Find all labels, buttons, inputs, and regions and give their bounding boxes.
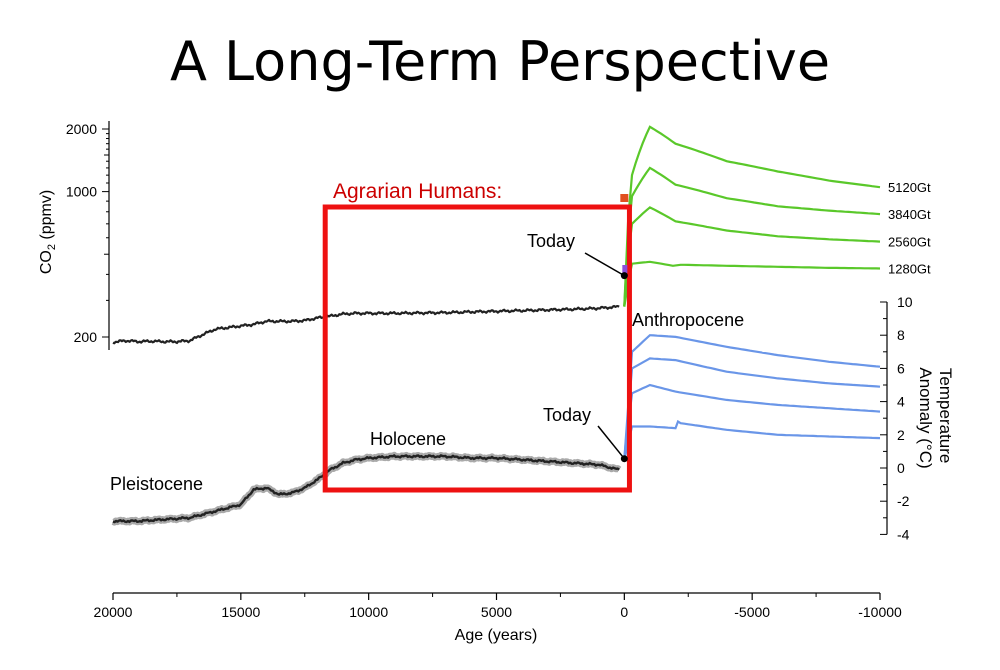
annotations: [322, 194, 632, 493]
x-tick-label: 15000: [221, 604, 260, 620]
co2-scenario-line: [623, 260, 881, 307]
highlight-label: Agrarian Humans:: [333, 180, 502, 203]
co2-axis-label: CO2 (ppmv): [38, 190, 58, 274]
temp-tick-label: 2: [897, 427, 905, 443]
temp-scenario-line: [623, 419, 881, 460]
co2-scenario-label: 5120Gt: [888, 180, 931, 195]
temp-axis-label: Temperature Anomaly (°C): [916, 367, 955, 468]
temp-axis: -4 -2 0 2 4 6 8 10: [880, 294, 913, 542]
pleistocene-label: Pleistocene: [110, 474, 203, 494]
co2-scenario-label: 1280Gt: [888, 261, 931, 276]
co2-tick-label: 200: [74, 329, 98, 345]
co2-scenario-line: [623, 206, 881, 307]
co2-scenario-line: [623, 125, 881, 307]
temp-tick-label: 8: [897, 327, 905, 343]
holocene-label: Holocene: [370, 429, 446, 449]
x-tick-label: 0: [620, 604, 628, 620]
today-co2-point: [620, 272, 628, 280]
co2-scenario-label: 3840Gt: [888, 207, 931, 222]
x-tick-label: -5000: [734, 604, 770, 620]
co2-tick-label: 1000: [66, 184, 97, 200]
temp-history-line: [112, 454, 620, 524]
co2-today-marker-top: [620, 194, 629, 202]
temp-scenario-line: [623, 334, 881, 460]
page-title: A Long-Term Perspective: [169, 30, 831, 93]
agrarian-highlight-box: [322, 204, 632, 493]
temp-tick-label: 4: [897, 394, 905, 410]
anthropocene-label: Anthropocene: [632, 310, 744, 330]
co2-scenario-label: 2560Gt: [888, 235, 931, 250]
today-co2-label: Today: [527, 231, 575, 251]
x-tick-label: 5000: [481, 604, 512, 620]
co2-tick-label: 2000: [66, 121, 97, 137]
temp-tick-label: 10: [897, 294, 913, 310]
co2-today-marker-mid: [622, 265, 628, 273]
temp-scenario-line: [623, 383, 881, 460]
co2-history-line: [112, 304, 620, 345]
x-axis: 20000 15000 10000 5000 0 -5000 -10000: [94, 592, 902, 620]
temp-tick-label: 6: [897, 360, 905, 376]
today-temp-point: [620, 455, 628, 463]
temp-scenario-line: [623, 357, 881, 460]
today-co2-leader: [584, 252, 625, 277]
temp-tick-label: -4: [897, 526, 910, 542]
x-axis-label: Age (years): [455, 627, 538, 644]
x-tick-label: -10000: [858, 604, 902, 620]
x-tick-label: 10000: [349, 604, 388, 620]
today-temp-label: Today: [543, 405, 591, 425]
co2-axis: 200 1000 2000: [66, 121, 110, 350]
temp-tick-label: -2: [897, 493, 910, 509]
series: 5120Gt 3840Gt 2560Gt 1280Gt: [111, 125, 931, 526]
today-temp-leader: [597, 425, 625, 460]
temp-tick-label: 0: [897, 460, 905, 476]
x-tick-label: 20000: [94, 604, 133, 620]
co2-scenario-line: [623, 166, 881, 307]
